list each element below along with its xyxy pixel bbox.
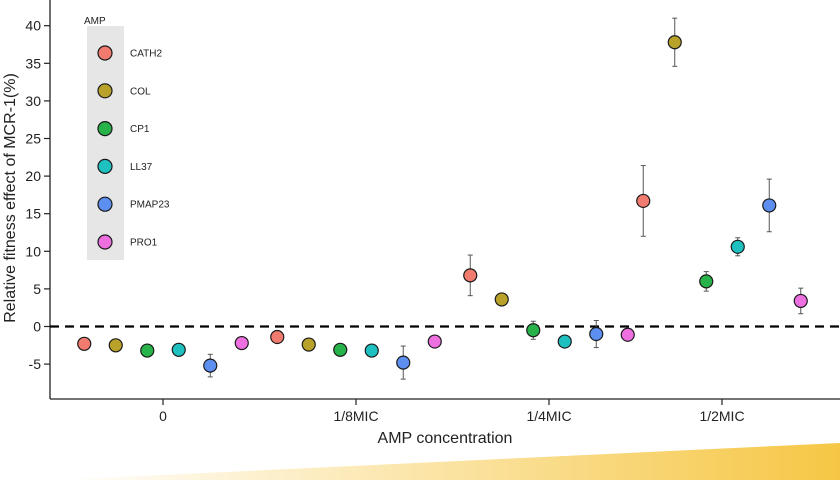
concentration-ramp bbox=[55, 443, 840, 480]
legend-label: LL37 bbox=[130, 162, 153, 173]
legend: AMP CATH2 COL CP1 LL37 PMAP23 PRO1 bbox=[84, 16, 170, 260]
series-cath2 bbox=[77, 165, 651, 351]
x-tick-label: 1/8MIC bbox=[333, 408, 378, 424]
data-point bbox=[620, 327, 635, 342]
data-point bbox=[171, 342, 186, 357]
legend-marker bbox=[97, 196, 113, 212]
legend-label: CP1 bbox=[130, 124, 150, 135]
data-point bbox=[762, 198, 777, 213]
data-point bbox=[396, 355, 411, 370]
series-pmap23 bbox=[203, 178, 777, 380]
legend-label: COL bbox=[130, 86, 151, 97]
data-point bbox=[301, 337, 316, 352]
data-point bbox=[589, 326, 604, 342]
data-point bbox=[463, 268, 478, 283]
y-tick-label: 25 bbox=[25, 131, 41, 147]
data-point bbox=[699, 274, 714, 289]
data-point bbox=[364, 343, 379, 358]
data-point bbox=[270, 329, 285, 345]
y-tick-label: 20 bbox=[25, 168, 41, 184]
data-point bbox=[557, 334, 572, 349]
axes: -5 0 5 10 15 20 25 30 35 40 0 1/8MIC 1/4MIC 1/2MIC bbox=[25, 0, 840, 424]
legend-marker bbox=[97, 45, 113, 61]
legend-background bbox=[87, 26, 124, 260]
y-tick-label: -5 bbox=[29, 356, 42, 372]
y-tick-label: 40 bbox=[25, 18, 41, 34]
x-tick-label: 0 bbox=[159, 408, 167, 424]
data-point bbox=[526, 323, 541, 338]
legend-marker bbox=[97, 234, 113, 250]
data-point bbox=[333, 342, 348, 357]
data-point bbox=[494, 292, 509, 307]
series-col bbox=[108, 17, 682, 353]
y-tick-label: 30 bbox=[25, 93, 41, 109]
data-point bbox=[140, 343, 155, 358]
data-point bbox=[234, 335, 249, 351]
y-tick-label: 5 bbox=[33, 281, 41, 297]
series-pro1 bbox=[234, 287, 808, 351]
data-point bbox=[203, 358, 218, 373]
data-point bbox=[108, 338, 123, 353]
legend-marker bbox=[97, 83, 113, 99]
data-point bbox=[636, 193, 651, 209]
x-axis-title: AMP concentration bbox=[378, 430, 513, 447]
legend-title: AMP bbox=[84, 16, 106, 27]
y-tick-label: 10 bbox=[25, 243, 41, 259]
legend-marker bbox=[97, 158, 113, 174]
y-axis-title: Relative fitness effect of MCR-1(%) bbox=[2, 73, 19, 323]
data-point bbox=[667, 35, 682, 50]
plot-area bbox=[77, 17, 808, 380]
y-tick-label: 0 bbox=[33, 319, 41, 335]
legend-label: PMAP23 bbox=[130, 200, 170, 211]
legend-marker bbox=[97, 121, 113, 137]
data-point bbox=[427, 334, 442, 349]
legend-label: PRO1 bbox=[130, 238, 158, 249]
data-point bbox=[77, 336, 92, 351]
series-ll37 bbox=[171, 237, 745, 358]
x-tick-label: 1/4MIC bbox=[526, 408, 571, 424]
data-point bbox=[730, 239, 745, 254]
series-cp1 bbox=[140, 271, 714, 358]
y-tick-label: 35 bbox=[25, 55, 41, 71]
y-tick-label: 15 bbox=[25, 206, 41, 222]
x-tick-label: 1/2MIC bbox=[699, 408, 744, 424]
legend-label: CATH2 bbox=[130, 49, 162, 60]
data-point bbox=[793, 293, 808, 309]
